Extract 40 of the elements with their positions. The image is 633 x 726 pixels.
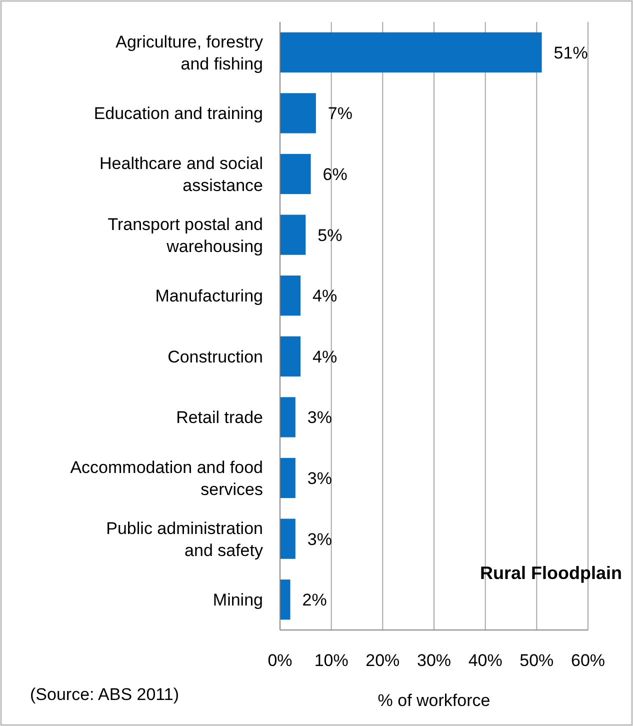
y-tick-label: Healthcare and social assistance — [100, 154, 263, 195]
data-label: 4% — [312, 347, 338, 366]
x-tick-label: 40% — [468, 651, 502, 670]
data-label: 7% — [328, 104, 353, 124]
bar — [280, 154, 311, 194]
y-tick-label: Education and training — [94, 104, 263, 124]
bar — [280, 32, 542, 72]
y-tick-label: Transport postal and warehousing — [108, 214, 263, 256]
x-tick-label: 10% — [314, 651, 348, 670]
text: (Source: ABS 2011) — [30, 685, 179, 704]
y-tick-label: Retail trade — [176, 408, 263, 428]
bar — [280, 458, 296, 498]
y-tick-label: Public administration and safety — [106, 518, 264, 560]
x-axis-title: % of workforce — [378, 691, 490, 710]
y-tick-label: Accommodation and food services — [70, 458, 263, 499]
x-tick-label: 20% — [366, 651, 400, 670]
data-label: 3% — [307, 469, 332, 488]
bar — [280, 397, 296, 438]
y-tick-label: Mining — [212, 590, 263, 610]
bar — [280, 336, 301, 376]
x-tick-label: 50% — [520, 651, 554, 670]
y-tick-label: Construction — [168, 347, 263, 366]
data-label: 3% — [307, 408, 332, 428]
bar — [280, 518, 296, 559]
data-label: 4% — [312, 286, 338, 306]
annotation: Rural Floodplain — [480, 562, 622, 583]
x-tick-label: 0% — [268, 651, 292, 670]
bar — [280, 93, 316, 134]
x-tick-label: 30% — [416, 651, 452, 670]
bar — [280, 276, 301, 316]
x-tick-label: 60% — [570, 651, 606, 670]
y-tick-label: Manufacturing — [155, 286, 263, 306]
data-label: 3% — [307, 530, 332, 549]
data-label: 2% — [302, 590, 327, 610]
y-tick-label: Agriculture, forestry and fishing — [116, 32, 264, 74]
data-label: 5% — [318, 226, 342, 245]
bar — [280, 580, 290, 620]
bar — [280, 214, 306, 255]
data-label: 6% — [322, 165, 348, 184]
data-label: 51% — [554, 43, 588, 62]
